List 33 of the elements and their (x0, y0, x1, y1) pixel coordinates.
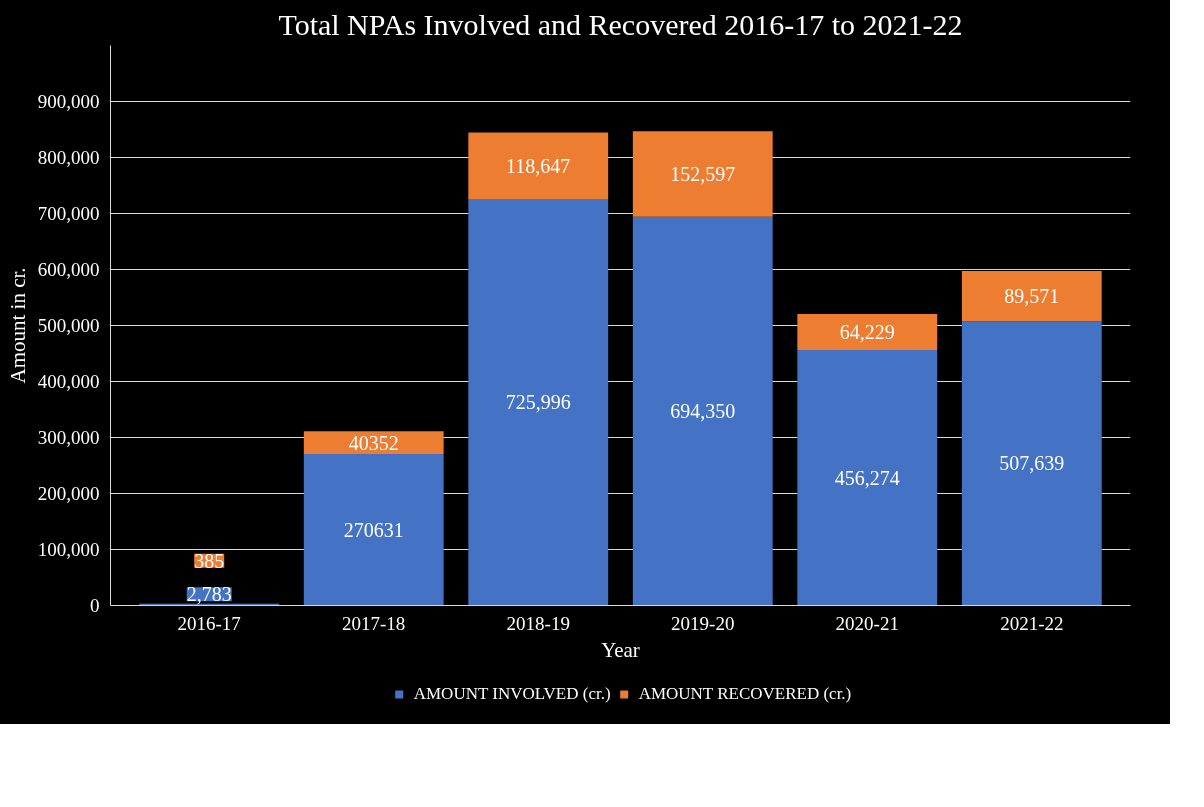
data-label: 40352 (348, 431, 399, 454)
y-tick-label: 800,000 (37, 147, 100, 168)
y-tick-label: 400,000 (37, 371, 100, 392)
x-tick-label: 2018-19 (506, 612, 570, 634)
y-tick-label: 0 (90, 595, 100, 616)
y-tick-label: 300,000 (37, 427, 100, 448)
x-tick-label: 2017-18 (342, 612, 406, 634)
y-tick-label: 600,000 (37, 259, 100, 280)
y-tick-label: 500,000 (37, 315, 100, 336)
data-label: 725,996 (505, 391, 571, 414)
y-axis-title: Amount in cr. (5, 267, 30, 384)
x-tick-label: 2016-17 (177, 612, 241, 634)
data-label: 507,639 (999, 452, 1065, 475)
data-label: 456,274 (834, 466, 900, 489)
data-label: 89,571 (1004, 285, 1060, 308)
data-label: 2,783 (186, 583, 232, 606)
data-label: 118,647 (506, 154, 571, 177)
y-tick-label: 900,000 (37, 91, 100, 112)
x-tick-label: 2021-22 (1000, 612, 1064, 634)
x-tick-label: 2020-21 (835, 612, 899, 634)
data-label: 270631 (343, 518, 404, 541)
x-tick-label: 2019-20 (671, 612, 735, 634)
legend-label: AMOUNT RECOVERED (cr.) (638, 684, 852, 704)
x-axis-title: Year (601, 637, 640, 662)
data-label: 152,597 (670, 162, 736, 185)
y-tick-label: 200,000 (37, 483, 100, 504)
y-tick-label: 100,000 (37, 539, 100, 560)
data-label: 385 (194, 549, 225, 572)
data-label: 694,350 (670, 400, 736, 423)
data-label: 64,229 (839, 321, 895, 343)
y-tick-label: 700,000 (37, 203, 100, 224)
chart-title: Total NPAs Involved and Recovered 2016-17 to 2021-22 (278, 7, 963, 41)
legend-label: AMOUNT INVOLVED (cr.) (413, 684, 611, 704)
